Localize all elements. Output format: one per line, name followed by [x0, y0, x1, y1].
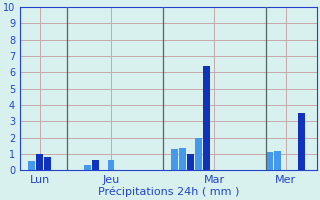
Bar [195, 138, 202, 170]
X-axis label: Précipitations 24h ( mm ): Précipitations 24h ( mm ) [98, 187, 239, 197]
Bar [298, 113, 305, 170]
Bar [92, 160, 99, 170]
Bar [171, 149, 178, 170]
Bar [44, 157, 51, 170]
Bar [179, 148, 186, 170]
Bar [266, 152, 273, 170]
Bar [36, 154, 43, 170]
Bar [84, 165, 91, 170]
Bar [108, 160, 115, 170]
Bar [274, 151, 281, 170]
Bar [28, 161, 35, 170]
Bar [203, 66, 210, 170]
Bar [187, 154, 194, 170]
